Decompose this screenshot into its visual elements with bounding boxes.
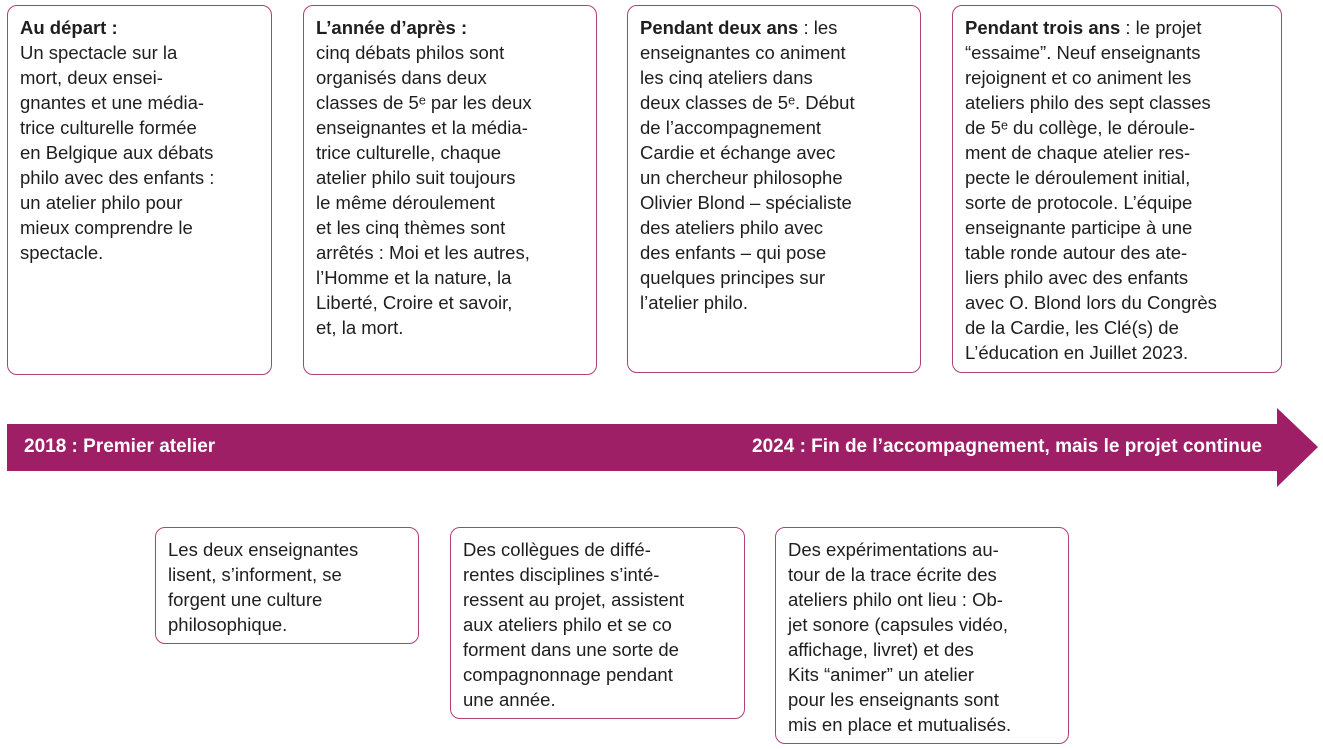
card-heading: Pendant trois ans — [965, 17, 1121, 38]
card-text-line: spectacle. — [20, 242, 104, 263]
card-text-line: compagnonnage pendant — [463, 664, 673, 685]
card-text-line: rentes disciplines s’inté- — [463, 564, 660, 585]
card-text-line: de l’accompagnement — [640, 117, 821, 138]
card-text-line: un chercheur philosophe — [640, 167, 843, 188]
card-text-line: ment de chaque atelier res- — [965, 142, 1191, 163]
card-text-line: quelques principes sur — [640, 267, 826, 288]
card-text-line: enseignantes et la média- — [316, 117, 528, 138]
card-text-line: de 5ᵉ du collège, le déroule- — [965, 117, 1196, 138]
card-text-line: gnantes et une média- — [20, 92, 205, 113]
card-text-line: forgent une culture — [168, 589, 323, 610]
timeline-card-experimentations: Des expérimentations au-tour de la trace… — [775, 527, 1069, 744]
card-text-line: classes de 5ᵉ par les deux — [316, 92, 532, 113]
card-text-line: et les cinq thèmes sont — [316, 217, 506, 238]
card-heading-line: Au départ : — [20, 15, 259, 40]
card-heading: Au départ : — [20, 17, 118, 38]
card-text-line: lisent, s’informent, se — [168, 564, 342, 585]
card-text-line: trice culturelle, chaque — [316, 142, 502, 163]
timeline-end-label: 2024 : Fin de l’accompagnement, mais le … — [752, 436, 1262, 457]
card-text-line: une année. — [463, 689, 556, 710]
timeline-arrow-shape — [7, 408, 1318, 487]
card-text-line: enseignantes co animent — [640, 42, 846, 63]
card-text-line: enseignante participe à une — [965, 217, 1193, 238]
card-text-line: table ronde autour des ate- — [965, 242, 1188, 263]
card-text-line: les cinq ateliers dans — [640, 67, 813, 88]
card-text-line: forment dans une sorte de — [463, 639, 679, 660]
card-text-line: rejoignent et co animent les — [965, 67, 1192, 88]
card-text-line: en Belgique aux débats — [20, 142, 214, 163]
card-text-line: et, la mort. — [316, 317, 404, 338]
card-text-line: L’éducation en Juillet 2023. — [965, 342, 1189, 363]
card-heading-line: Pendant trois ans : le projet — [965, 15, 1269, 40]
card-heading-rest: : le projet — [1120, 17, 1202, 38]
timeline-card-annee-apres: L’année d’après : cinq débats philos sont… — [303, 5, 597, 375]
card-text-line: trice culturelle formée — [20, 117, 197, 138]
card-text-line: pecte le déroulement initial, — [965, 167, 1191, 188]
card-text-line: le même déroulement — [316, 192, 495, 213]
card-text-line: Des expérimentations au- — [788, 539, 999, 560]
card-text-line: Cardie et échange avec — [640, 142, 836, 163]
card-text-line: deux classes de 5ᵉ. Début — [640, 92, 855, 113]
timeline-arrow — [7, 408, 1318, 487]
timeline-card-deux-ans: Pendant deux ans : les enseignantes co an… — [627, 5, 921, 373]
timeline-card-culture: Les deux enseignantes lisent, s’informent… — [155, 527, 419, 644]
card-text-line: mort, deux ensei- — [20, 67, 163, 88]
card-text-line: Olivier Blond – spécialiste — [640, 192, 852, 213]
card-heading: Pendant deux ans — [640, 17, 799, 38]
card-text-line: atelier philo suit toujours — [316, 167, 516, 188]
card-text-line: philosophique. — [168, 614, 288, 635]
card-text-line: sorte de protocole. L’équipe — [965, 192, 1193, 213]
card-text-line: aux ateliers philo et se co — [463, 614, 672, 635]
card-text-line: cinq débats philos sont — [316, 42, 505, 63]
card-text-line: ressent au projet, assistent — [463, 589, 685, 610]
card-text-line: “essaime”. Neuf enseignants — [965, 42, 1201, 63]
card-text-line: mieux comprendre le — [20, 217, 193, 238]
card-text-line: liers philo avec des enfants — [965, 267, 1189, 288]
card-text-line: jet sonore (capsules vidéo, — [788, 614, 1009, 635]
card-text-line: des ateliers philo avec — [640, 217, 824, 238]
card-heading-line: L’année d’après : — [316, 15, 584, 40]
card-text-line: l’Homme et la nature, la — [316, 267, 512, 288]
card-heading-line: Pendant deux ans : les — [640, 15, 908, 40]
card-text-line: un atelier philo pour — [20, 192, 183, 213]
card-text-line: avec O. Blond lors du Congrès — [965, 292, 1217, 313]
card-text-line: ateliers philo des sept classes — [965, 92, 1211, 113]
timeline-start-label: 2018 : Premier atelier — [24, 436, 216, 457]
card-heading: L’année d’après : — [316, 17, 468, 38]
card-text-line: Un spectacle sur la — [20, 42, 178, 63]
timeline-card-au-depart: Au départ : Un spectacle sur la mort, deux… — [7, 5, 272, 375]
card-text-line: Les deux enseignantes — [168, 539, 359, 560]
card-text-line: ateliers philo ont lieu : Ob- — [788, 589, 1003, 610]
card-heading-rest: : les — [798, 17, 838, 38]
card-text-line: pour les enseignants sont — [788, 689, 999, 710]
card-text-line: l’atelier philo. — [640, 292, 748, 313]
card-text-line: Liberté, Croire et savoir, — [316, 292, 513, 313]
card-text-line: affichage, livret) et des — [788, 639, 974, 660]
timeline-card-trois-ans: Pendant trois ans : le projet “essaime”. … — [952, 5, 1282, 373]
card-text-line: de la Cardie, les Clé(s) de — [965, 317, 1179, 338]
card-text-line: arrêtés : Moi et les autres, — [316, 242, 530, 263]
card-text-line: Des collègues de diffé- — [463, 539, 651, 560]
card-text-line: organisés dans deux — [316, 67, 487, 88]
card-text-line: des enfants – qui pose — [640, 242, 827, 263]
card-text-line: tour de la trace écrite des — [788, 564, 997, 585]
card-text-line: philo avec des enfants : — [20, 167, 215, 188]
card-text-line: mis en place et mutualisés. — [788, 714, 1012, 735]
card-text-line: Kits “animer” un atelier — [788, 664, 975, 685]
timeline-card-collegues: Des collègues de diffé-rentes discipline… — [450, 527, 745, 719]
